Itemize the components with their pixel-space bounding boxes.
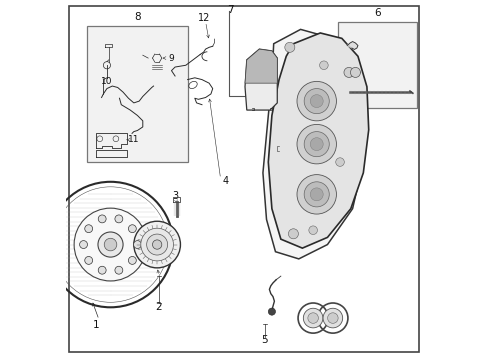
Polygon shape	[269, 33, 368, 248]
Circle shape	[328, 313, 338, 323]
Circle shape	[98, 232, 123, 257]
Circle shape	[98, 266, 106, 274]
Circle shape	[316, 57, 332, 73]
Circle shape	[332, 154, 348, 170]
Text: 4: 4	[222, 176, 228, 186]
Text: 3: 3	[172, 191, 178, 201]
Text: 12: 12	[198, 13, 211, 23]
Circle shape	[128, 256, 136, 264]
Circle shape	[304, 182, 329, 207]
Polygon shape	[245, 49, 277, 110]
Circle shape	[152, 240, 162, 249]
Circle shape	[85, 256, 93, 264]
Circle shape	[305, 222, 321, 238]
Circle shape	[308, 313, 319, 323]
Circle shape	[310, 188, 323, 201]
Text: 5: 5	[261, 335, 268, 345]
Circle shape	[297, 81, 337, 121]
Circle shape	[304, 132, 329, 157]
Circle shape	[323, 308, 343, 328]
Circle shape	[74, 208, 147, 281]
Text: 7: 7	[227, 5, 233, 15]
Circle shape	[134, 221, 180, 268]
Circle shape	[104, 238, 117, 251]
Text: 2: 2	[156, 302, 162, 312]
Circle shape	[285, 42, 295, 52]
Circle shape	[134, 240, 142, 248]
Bar	[338, 22, 417, 108]
Text: 10: 10	[101, 77, 113, 86]
Text: 8: 8	[134, 12, 141, 22]
Polygon shape	[263, 30, 364, 259]
Text: 9: 9	[169, 54, 174, 63]
Circle shape	[310, 138, 323, 150]
Circle shape	[304, 89, 329, 114]
Circle shape	[98, 215, 106, 223]
Circle shape	[115, 215, 123, 223]
Circle shape	[319, 61, 328, 69]
Circle shape	[297, 175, 337, 214]
Circle shape	[286, 117, 340, 171]
Circle shape	[297, 125, 337, 164]
Circle shape	[289, 229, 298, 239]
Circle shape	[128, 225, 136, 233]
Polygon shape	[245, 49, 277, 83]
Circle shape	[309, 226, 318, 234]
Circle shape	[115, 266, 123, 274]
Circle shape	[303, 308, 323, 328]
Circle shape	[147, 234, 168, 255]
Polygon shape	[347, 41, 358, 49]
Circle shape	[336, 158, 344, 166]
Circle shape	[310, 95, 323, 108]
Circle shape	[141, 228, 173, 261]
Circle shape	[350, 67, 361, 77]
Circle shape	[344, 67, 354, 77]
Text: 1: 1	[93, 320, 100, 329]
Bar	[87, 26, 188, 162]
Text: 11: 11	[128, 135, 140, 144]
Circle shape	[85, 225, 93, 233]
Circle shape	[269, 308, 275, 315]
Circle shape	[79, 240, 88, 248]
Text: 6: 6	[374, 8, 381, 18]
